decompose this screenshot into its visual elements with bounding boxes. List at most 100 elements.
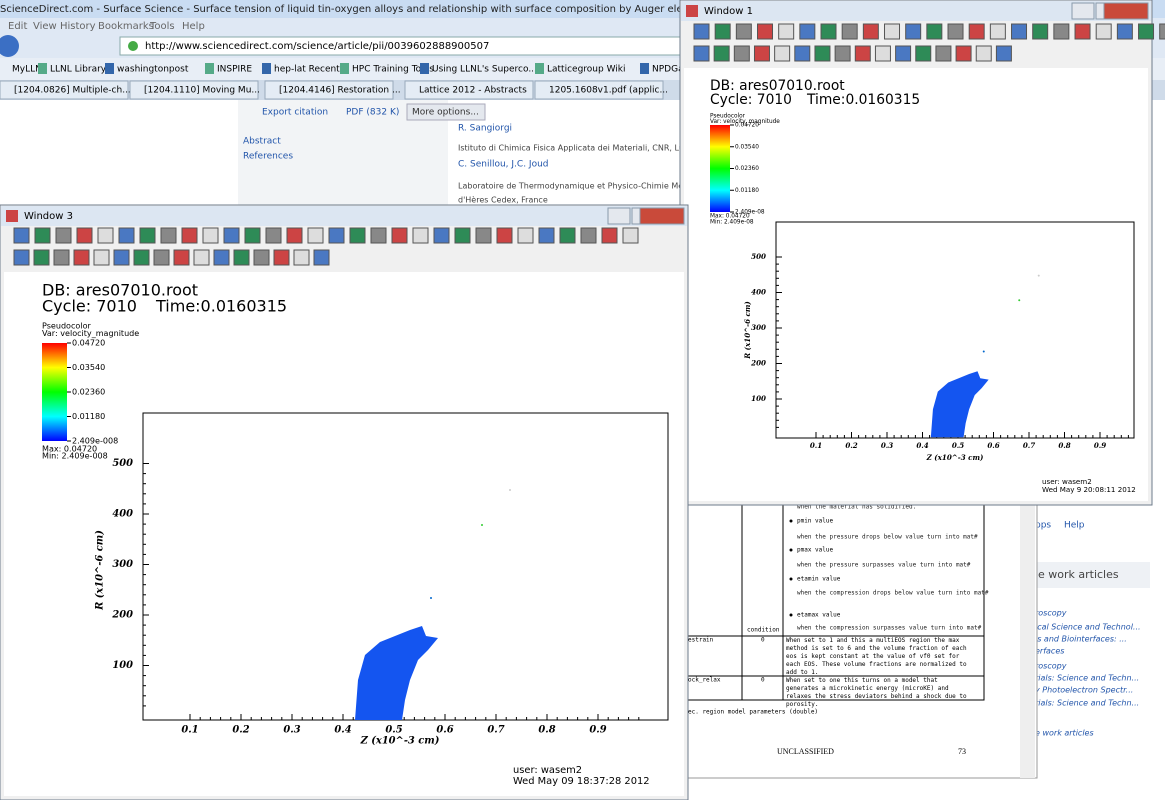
toolbar-button[interactable] bbox=[714, 23, 731, 40]
toolbar-button[interactable] bbox=[223, 227, 240, 244]
toolbar-button[interactable] bbox=[160, 227, 177, 244]
window-control[interactable] bbox=[1103, 2, 1149, 20]
toolbar-button[interactable] bbox=[895, 45, 912, 62]
toolbar-button[interactable] bbox=[244, 227, 261, 244]
toolbar-button[interactable] bbox=[995, 45, 1012, 62]
menu-item[interactable]: Tools bbox=[149, 21, 175, 32]
sidebar-item[interactable]: roscopy bbox=[1035, 662, 1067, 671]
toolbar-button[interactable] bbox=[1074, 23, 1091, 40]
toolbar-button[interactable] bbox=[1159, 23, 1165, 40]
toolbar-button[interactable] bbox=[693, 45, 710, 62]
menu-item[interactable]: Help bbox=[182, 21, 205, 32]
sidebar-link[interactable]: pps bbox=[1035, 521, 1051, 531]
toolbar-button[interactable] bbox=[926, 23, 943, 40]
toolbar-button[interactable] bbox=[757, 23, 774, 40]
toolbar-button[interactable] bbox=[580, 227, 597, 244]
tab-title[interactable]: [1204.4146] Restoration ... bbox=[279, 86, 401, 96]
toolbar-button[interactable] bbox=[774, 45, 791, 62]
bookmark[interactable]: Latticegroup Wiki bbox=[547, 65, 626, 75]
toolbar-button[interactable] bbox=[391, 227, 408, 244]
action-link[interactable]: More options... bbox=[412, 108, 479, 118]
toolbar-button[interactable] bbox=[293, 249, 310, 266]
tab-title[interactable]: [1204.0826] Multiple-ch... bbox=[14, 86, 131, 96]
toolbar-button[interactable] bbox=[93, 249, 110, 266]
toolbar-button[interactable] bbox=[968, 23, 985, 40]
toolbar-button[interactable] bbox=[841, 23, 858, 40]
toolbar-button[interactable] bbox=[13, 227, 30, 244]
toolbar-button[interactable] bbox=[517, 227, 534, 244]
toolbar-button[interactable] bbox=[33, 249, 50, 266]
menu-item[interactable]: Edit bbox=[8, 21, 27, 32]
toolbar-button[interactable] bbox=[181, 227, 198, 244]
toolbar-button[interactable] bbox=[193, 249, 210, 266]
toolbar-button[interactable] bbox=[693, 23, 710, 40]
tab-title[interactable]: [1204.1110] Moving Mu... bbox=[144, 86, 260, 96]
bookmark[interactable]: washingtonpost bbox=[117, 65, 189, 75]
toolbar-button[interactable] bbox=[538, 227, 555, 244]
toolbar-button[interactable] bbox=[307, 227, 324, 244]
toolbar-button[interactable] bbox=[13, 249, 30, 266]
bookmark[interactable]: LLNL Library bbox=[50, 65, 107, 75]
toolbar-button[interactable] bbox=[454, 227, 471, 244]
toolbar-button[interactable] bbox=[905, 23, 922, 40]
toolbar-button[interactable] bbox=[97, 227, 114, 244]
sidebar-item[interactable]: rials: Science and Techn... bbox=[1035, 699, 1139, 708]
sidebar-item[interactable]: erfaces bbox=[1035, 647, 1064, 656]
toolbar-button[interactable] bbox=[989, 23, 1006, 40]
bookmark[interactable]: INSPIRE bbox=[217, 65, 252, 75]
sidebar-item[interactable]: ical Science and Technol... bbox=[1035, 623, 1141, 632]
toolbar-button[interactable] bbox=[73, 249, 90, 266]
toolbar-button[interactable] bbox=[233, 249, 250, 266]
toolbar-button[interactable] bbox=[735, 23, 752, 40]
sidebar-item[interactable]: y Photoelectron Spectr... bbox=[1034, 686, 1133, 695]
sidebar-item[interactable]: roscopy bbox=[1035, 609, 1067, 618]
toolbar-button[interactable] bbox=[34, 227, 51, 244]
action-link[interactable]: Export citation bbox=[262, 108, 328, 118]
toolbar-button[interactable] bbox=[370, 227, 387, 244]
toolbar-button[interactable] bbox=[173, 249, 190, 266]
toolbar-button[interactable] bbox=[253, 249, 270, 266]
tab-title[interactable]: 1205.1608v1.pdf (applic... bbox=[549, 86, 668, 96]
sidebar-item[interactable]: rials: Science and Techn... bbox=[1035, 674, 1139, 683]
toolbar-button[interactable] bbox=[133, 249, 150, 266]
toolbar-button[interactable] bbox=[433, 227, 450, 244]
toolbar-button[interactable] bbox=[1116, 23, 1133, 40]
toolbar-button[interactable] bbox=[753, 45, 770, 62]
toolbar-button[interactable] bbox=[778, 23, 795, 40]
bookmark[interactable]: Using LLNL's Superco... bbox=[432, 65, 537, 75]
action-link[interactable]: PDF (832 K) bbox=[346, 108, 399, 118]
sidebar-link[interactable]: Help bbox=[1064, 521, 1085, 531]
toolbar-button[interactable] bbox=[854, 45, 871, 62]
toolbar-button[interactable] bbox=[799, 23, 816, 40]
toolbar-button[interactable] bbox=[559, 227, 576, 244]
toolbar-button[interactable] bbox=[153, 249, 170, 266]
toolbar-button[interactable] bbox=[947, 23, 964, 40]
toolbar-button[interactable] bbox=[313, 249, 330, 266]
window-control[interactable] bbox=[607, 207, 631, 225]
toolbar-button[interactable] bbox=[496, 227, 513, 244]
toolbar-button[interactable] bbox=[1011, 23, 1028, 40]
bookmark[interactable]: hep-lat Recent bbox=[274, 65, 340, 75]
toolbar-button[interactable] bbox=[601, 227, 618, 244]
toolbar-button[interactable] bbox=[820, 23, 837, 40]
toolbar-button[interactable] bbox=[733, 45, 750, 62]
menu-item[interactable]: Bookmarks bbox=[98, 21, 154, 32]
url[interactable]: http://www.sciencedirect.com/science/art… bbox=[145, 41, 489, 52]
nav-link[interactable]: References bbox=[243, 152, 293, 162]
toolbar-button[interactable] bbox=[884, 23, 901, 40]
bookmark[interactable]: MyLLNL bbox=[12, 65, 47, 75]
toolbar-button[interactable] bbox=[935, 45, 952, 62]
toolbar-button[interactable] bbox=[118, 227, 135, 244]
toolbar-button[interactable] bbox=[265, 227, 282, 244]
toolbar-button[interactable] bbox=[1095, 23, 1112, 40]
toolbar-button[interactable] bbox=[213, 249, 230, 266]
toolbar-button[interactable] bbox=[622, 227, 639, 244]
toolbar-button[interactable] bbox=[1053, 23, 1070, 40]
toolbar-button[interactable] bbox=[475, 227, 492, 244]
bookmark[interactable]: NPDGami bbox=[652, 65, 695, 75]
toolbar-button[interactable] bbox=[862, 23, 879, 40]
bookmark[interactable]: HPC Training Tools bbox=[352, 65, 434, 75]
toolbar-button[interactable] bbox=[76, 227, 93, 244]
toolbar-button[interactable] bbox=[53, 249, 70, 266]
window-control[interactable] bbox=[639, 207, 685, 225]
